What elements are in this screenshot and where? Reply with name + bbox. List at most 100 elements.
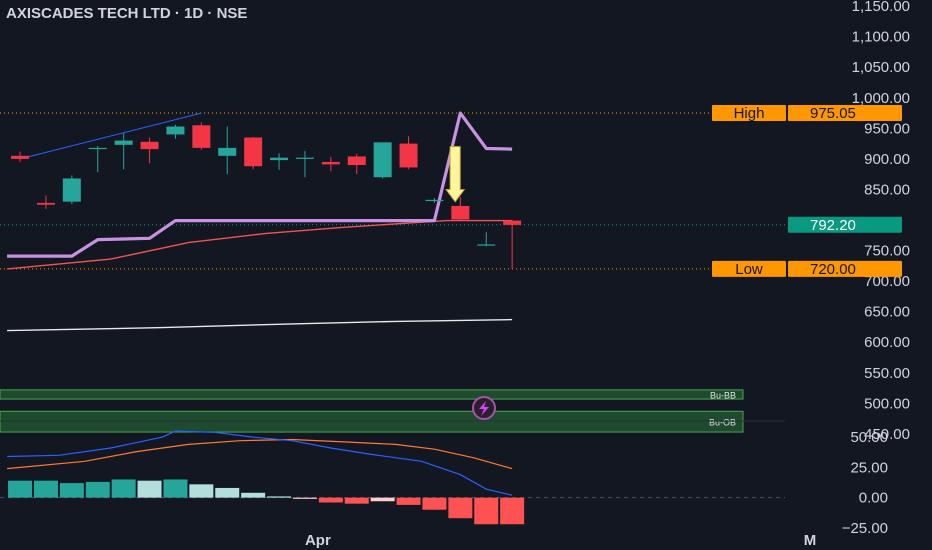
level-tag-low-name [712, 260, 786, 277]
time-axis[interactable]: Apr M [305, 532, 816, 549]
price-axis[interactable]: 1,150.00 1,100.00 1,050.00 1,000.00 950.00 90… [842, 0, 910, 537]
zone-label-bu-ob: Bu-OB [709, 418, 736, 428]
macd-histogram-bar [396, 497, 421, 505]
candle [321, 157, 340, 172]
price-tick-label: 1,050.00 [852, 59, 910, 76]
level-tag-low-value-label: 720.00 [810, 261, 856, 278]
candle [192, 122, 211, 150]
level-tag-high-label: High [734, 105, 765, 122]
price-tags: High 975.05 Low 720.00 792.20 [712, 105, 902, 278]
candle [218, 126, 237, 175]
price-tick-label: 700.00 [864, 273, 910, 290]
macd-histogram-bar [163, 479, 188, 498]
macd-histogram-bar [318, 497, 343, 503]
price-tick-label: 950.00 [864, 120, 910, 137]
candle-body [270, 157, 289, 161]
lightning-icon [479, 401, 489, 416]
level-tag-high-name [712, 105, 786, 122]
candle-body [425, 199, 444, 202]
candle-body [114, 140, 133, 145]
candle [270, 153, 289, 170]
candle [11, 151, 30, 162]
macd-tick-label: 0.00 [859, 490, 888, 507]
macd-pane [0, 430, 785, 525]
candle-body [503, 220, 522, 225]
macd-histogram-bar [422, 497, 447, 510]
macd-histogram-bar [85, 481, 110, 498]
candle [36, 195, 55, 209]
macd-histogram-bar [8, 480, 33, 498]
time-tick-label: M [804, 532, 817, 549]
macd-histogram-bar [33, 480, 58, 498]
signal-line [7, 438, 513, 470]
candle-body [347, 156, 366, 165]
macd-histogram-bar [215, 487, 240, 498]
macd-histogram-bar [500, 497, 525, 525]
price-tick-label: 500.00 [864, 395, 910, 412]
macd-histogram-bar [474, 497, 499, 525]
candle-body [36, 202, 55, 205]
level-tag-low-label: Low [735, 261, 763, 278]
candle-body [477, 244, 496, 246]
candle [88, 146, 107, 173]
level-tag-low-value [788, 260, 902, 277]
price-tick-label: 550.00 [864, 365, 910, 382]
price-tick-label: 1,150.00 [852, 0, 910, 15]
current-price-label: 792.20 [810, 217, 856, 234]
current-price-tag [788, 216, 902, 233]
candles-layer [11, 122, 522, 269]
candle-body [192, 125, 211, 148]
moving-average-white [7, 318, 513, 332]
candle [114, 133, 133, 170]
price-tick-label: 600.00 [864, 334, 910, 351]
candle [425, 198, 444, 203]
moving-average-red [7, 219, 513, 270]
macd-line [7, 430, 513, 496]
chart-title: AXISCADES TECH LTD · 1D · NSE [6, 5, 247, 22]
macd-histogram-bar [111, 479, 136, 498]
macd-histogram-bar [370, 497, 395, 502]
price-pane: Bu-BB Bu-OB [0, 111, 790, 433]
supertrend-line [7, 111, 513, 258]
macd-histogram-bar [292, 497, 317, 499]
price-tick-label: 650.00 [864, 304, 910, 321]
candle-body [62, 178, 81, 202]
candle [166, 124, 185, 139]
candle-body [295, 157, 314, 159]
price-tick-label: 1,000.00 [852, 90, 910, 107]
indicator-badge[interactable] [472, 396, 496, 420]
macd-histogram [8, 479, 525, 525]
macd-histogram-bar [59, 483, 84, 498]
macd-histogram-bar [448, 497, 473, 519]
zone-bu-ob [0, 410, 744, 433]
candle-body [218, 147, 237, 156]
candle [399, 136, 418, 170]
price-tick-label: 450.00 [864, 426, 910, 443]
candle-body [451, 205, 470, 220]
arrow-layer [445, 146, 466, 203]
trendline [19, 112, 202, 160]
candle [244, 136, 263, 170]
price-tick-label: 1,100.00 [852, 29, 910, 46]
down-arrow-icon [445, 146, 466, 203]
candle-body [321, 161, 340, 165]
candle [140, 137, 159, 164]
time-tick-label: Apr [305, 532, 331, 549]
macd-histogram-bar [137, 480, 162, 498]
macd-tick-label: 25.00 [850, 459, 888, 476]
candle-body [166, 126, 185, 135]
macd-histogram-bar [267, 496, 292, 498]
level-tag-high-value-label: 975.05 [810, 105, 856, 122]
macd-lines [7, 430, 513, 496]
macd-histogram-bar [241, 492, 266, 498]
price-tick-label: 900.00 [864, 151, 910, 168]
candle-body [140, 141, 159, 150]
candle [451, 196, 470, 220]
candle [62, 175, 81, 205]
candle-body [244, 137, 263, 167]
macd-histogram-bar [189, 484, 214, 498]
zone-bu-bb [0, 389, 744, 400]
candle [295, 150, 314, 178]
